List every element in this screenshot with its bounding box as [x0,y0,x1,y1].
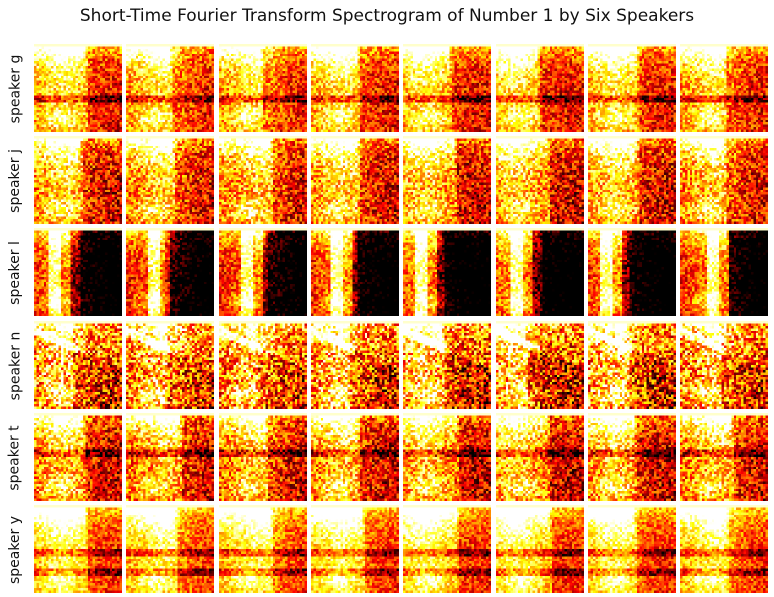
spectrogram-speaker-l-7 [588,228,676,316]
spectrogram-speaker-g-7 [588,44,676,132]
spectrogram-speaker-t-1 [34,413,122,501]
spectrogram-speaker-y-1 [34,505,122,593]
spectrogram-speaker-t-7 [588,413,676,501]
spectrogram-speaker-y-2 [126,505,214,593]
spectrogram-speaker-l-4 [311,228,399,316]
spectrogram-speaker-t-3 [219,413,307,501]
spectrogram-speaker-j-6 [496,136,584,224]
spectrogram-speaker-t-2 [126,413,214,501]
spectrogram-speaker-n-3 [219,321,307,409]
spectrogram-speaker-n-5 [403,321,491,409]
spectrogram-speaker-j-7 [588,136,676,224]
spectrogram-speaker-g-8 [680,44,768,132]
spectrogram-speaker-n-8 [680,321,768,409]
spectrogram-speaker-g-3 [219,44,307,132]
spectrogram-speaker-g-5 [403,44,491,132]
spectrogram-speaker-n-7 [588,321,676,409]
spectrogram-speaker-g-4 [311,44,399,132]
spectrogram-speaker-y-4 [311,505,399,593]
spectrogram-speaker-n-4 [311,321,399,409]
spectrogram-speaker-t-5 [403,413,491,501]
spectrogram-speaker-j-2 [126,136,214,224]
spectrogram-speaker-y-5 [403,505,491,593]
spectrogram-speaker-j-1 [34,136,122,224]
spectrogram-speaker-n-1 [34,321,122,409]
spectrogram-speaker-t-4 [311,413,399,501]
spectrogram-speaker-g-6 [496,44,584,132]
spectrogram-speaker-g-1 [34,44,122,132]
spectrogram-speaker-y-7 [588,505,676,593]
spectrogram-speaker-j-8 [680,136,768,224]
spectrogram-speaker-l-8 [680,228,768,316]
spectrogram-speaker-y-3 [219,505,307,593]
spectrogram-speaker-j-5 [403,136,491,224]
spectrogram-speaker-l-6 [496,228,584,316]
spectrogram-speaker-l-3 [219,228,307,316]
spectrogram-speaker-l-1 [34,228,122,316]
spectrogram-speaker-t-8 [680,413,768,501]
spectrogram-speaker-j-4 [311,136,399,224]
spectrogram-speaker-n-6 [496,321,584,409]
spectrogram-speaker-y-8 [680,505,768,593]
spectrogram-speaker-l-5 [403,228,491,316]
spectrogram-speaker-t-6 [496,413,584,501]
spectrogram-speaker-l-2 [126,228,214,316]
spectrogram-speaker-n-2 [126,321,214,409]
spectrogram-speaker-j-3 [219,136,307,224]
chart-title: Short-Time Fourier Transform Spectrogram… [79,6,695,26]
spectrogram-speaker-g-2 [126,44,214,132]
spectrogram-speaker-y-6 [496,505,584,593]
